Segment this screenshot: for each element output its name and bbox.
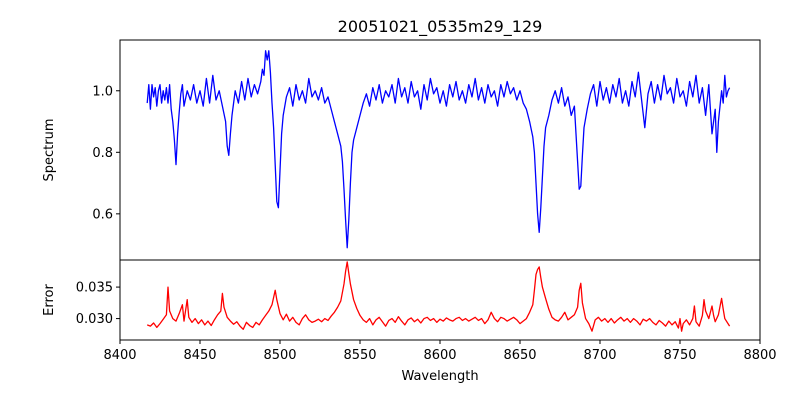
- x-tick-label: 8650: [503, 348, 536, 363]
- spectrum-y-tick-label: 1.0: [92, 84, 113, 99]
- error-series-line-0: [146, 261, 731, 332]
- x-tick-label: 8500: [263, 348, 296, 363]
- wavelength-x-axis-label: Wavelength: [401, 369, 478, 384]
- error-axes-frame: [119, 259, 761, 341]
- spectrum-axes-frame: [119, 39, 761, 261]
- x-tick-label: 8400: [103, 348, 136, 363]
- error-y-axis-label: Error: [42, 284, 57, 316]
- spectrum-y-axis-label: Spectrum: [42, 119, 57, 182]
- spectrum-y-tick-label: 0.6: [92, 207, 113, 222]
- wavelength-x-ticks: 8400 8450 8500 8550 8600 8650 8700 8750 8800: [103, 340, 777, 363]
- spectrum-y-tick-label: 0.8: [92, 146, 113, 161]
- error-line-layer: [146, 261, 731, 332]
- error-y-tick-label: 0.030: [76, 312, 113, 327]
- x-tick-label: 8750: [663, 348, 696, 363]
- error-y-tick-label: 0.035: [76, 281, 113, 296]
- x-tick-label: 8550: [343, 348, 376, 363]
- spectrum-panel: 0.6 0.8 1.0 Spectrum: [42, 39, 761, 261]
- x-tick-label: 8800: [743, 348, 776, 363]
- spectrum-series-line-0: [146, 50, 731, 249]
- x-tick-label: 8450: [183, 348, 216, 363]
- chart-title: 20051021_0535m29_129: [338, 17, 543, 37]
- x-tick-label: 8700: [583, 348, 616, 363]
- spectrum-y-ticks: 0.6 0.8 1.0: [92, 84, 120, 222]
- error-y-ticks: 0.030 0.035: [76, 281, 120, 327]
- x-tick-label: 8600: [423, 348, 456, 363]
- spectrum-line-layer: [146, 50, 731, 249]
